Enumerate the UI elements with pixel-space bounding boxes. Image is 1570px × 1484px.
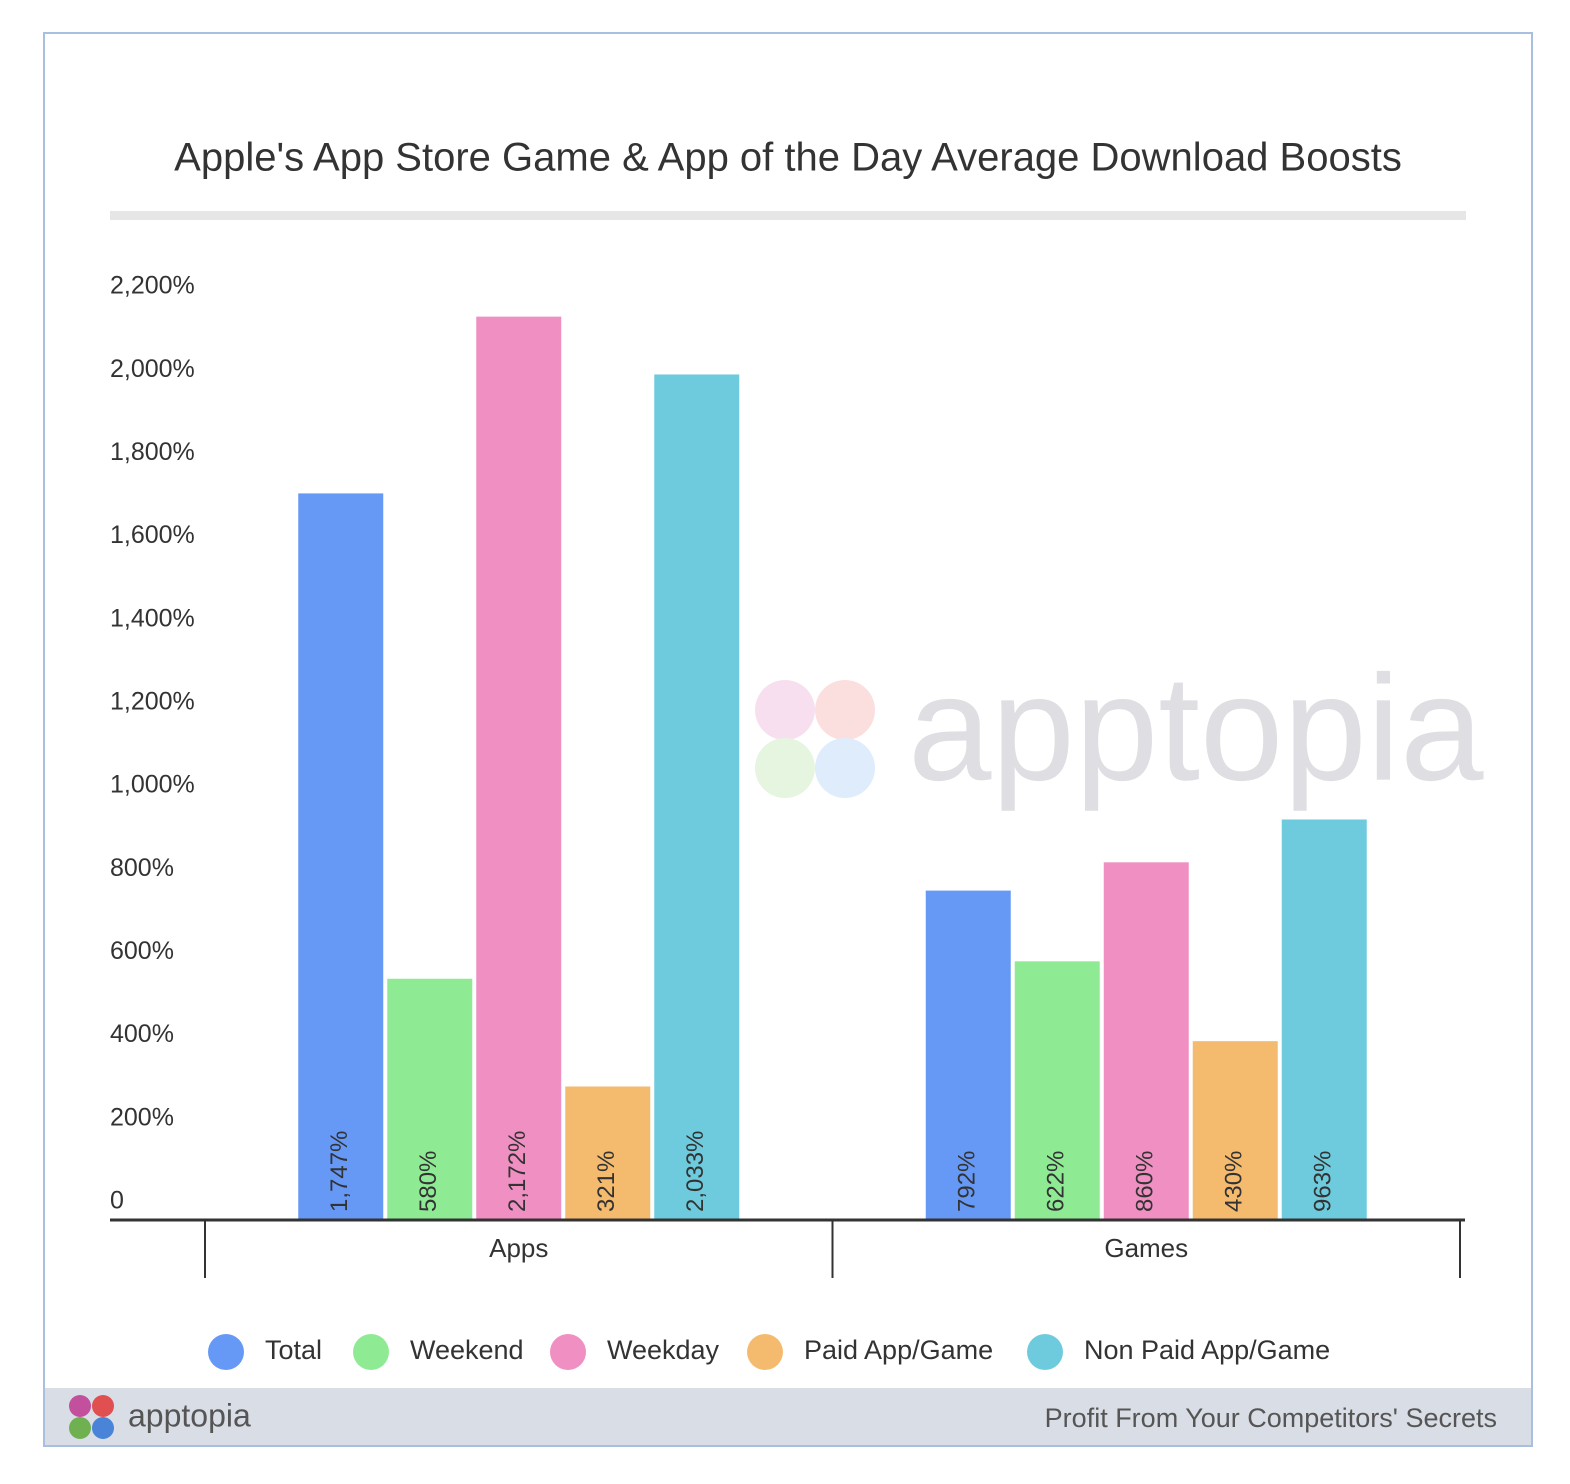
value-label: 622% — [1043, 1151, 1070, 1212]
value-label: 1,747% — [326, 1131, 353, 1212]
bar — [654, 374, 740, 1221]
y-tick-label: 1,000% — [110, 771, 195, 799]
value-label: 860% — [1132, 1151, 1159, 1212]
value-label: 963% — [1310, 1151, 1337, 1212]
footer-tagline: Profit From Your Competitors' Secrets — [1045, 1403, 1497, 1433]
y-tick-label: 1,400% — [110, 604, 195, 632]
legend-label: Paid App/Game — [804, 1335, 993, 1365]
legend-label: Total — [265, 1335, 322, 1365]
value-label: 430% — [1221, 1151, 1248, 1212]
bar — [1103, 862, 1189, 1220]
y-tick-label: 1,200% — [110, 688, 195, 716]
y-tick-label: 800% — [110, 854, 174, 882]
bar — [925, 890, 1011, 1220]
footer-brand: apptopia — [128, 1397, 251, 1433]
bar — [298, 493, 384, 1220]
watermark-logo — [755, 680, 875, 798]
value-label: 2,033% — [682, 1131, 709, 1212]
legend-swatch — [550, 1334, 586, 1370]
y-tick-label: 2,200% — [110, 272, 195, 300]
y-tick-label: 1,600% — [110, 521, 195, 549]
legend-swatch — [353, 1334, 389, 1370]
y-tick-label: 1,800% — [110, 438, 195, 466]
bar — [476, 316, 562, 1220]
legend-swatch — [1027, 1334, 1063, 1370]
value-label: 792% — [954, 1151, 981, 1212]
bar — [1192, 1041, 1278, 1220]
legend-swatch — [747, 1334, 783, 1370]
legend-label: Weekend — [410, 1335, 524, 1365]
footer-logo — [69, 1395, 114, 1439]
y-tick-label: 0 — [110, 1187, 124, 1215]
y-tick-label: 200% — [110, 1103, 174, 1131]
value-label: 580% — [415, 1151, 442, 1212]
watermark: apptopia — [908, 644, 1484, 812]
title-rule — [110, 211, 1466, 220]
bar — [387, 978, 473, 1220]
y-tick-label: 2,000% — [110, 355, 195, 383]
value-label: 2,172% — [504, 1131, 531, 1212]
legend-swatch — [208, 1334, 244, 1370]
x-tick-label: Apps — [489, 1233, 548, 1263]
chart-title: Apple's App Store Game & App of the Day … — [174, 136, 1402, 180]
x-tick-label: Games — [1104, 1233, 1188, 1263]
bar — [1281, 819, 1367, 1220]
bar — [1014, 961, 1100, 1220]
legend-label: Non Paid App/Game — [1084, 1335, 1330, 1365]
y-tick-label: 600% — [110, 937, 174, 965]
footer-band — [45, 1388, 1531, 1445]
value-label: 321% — [593, 1151, 620, 1212]
y-tick-label: 400% — [110, 1020, 174, 1048]
legend-label: Weekday — [607, 1335, 720, 1365]
bar — [565, 1086, 651, 1220]
